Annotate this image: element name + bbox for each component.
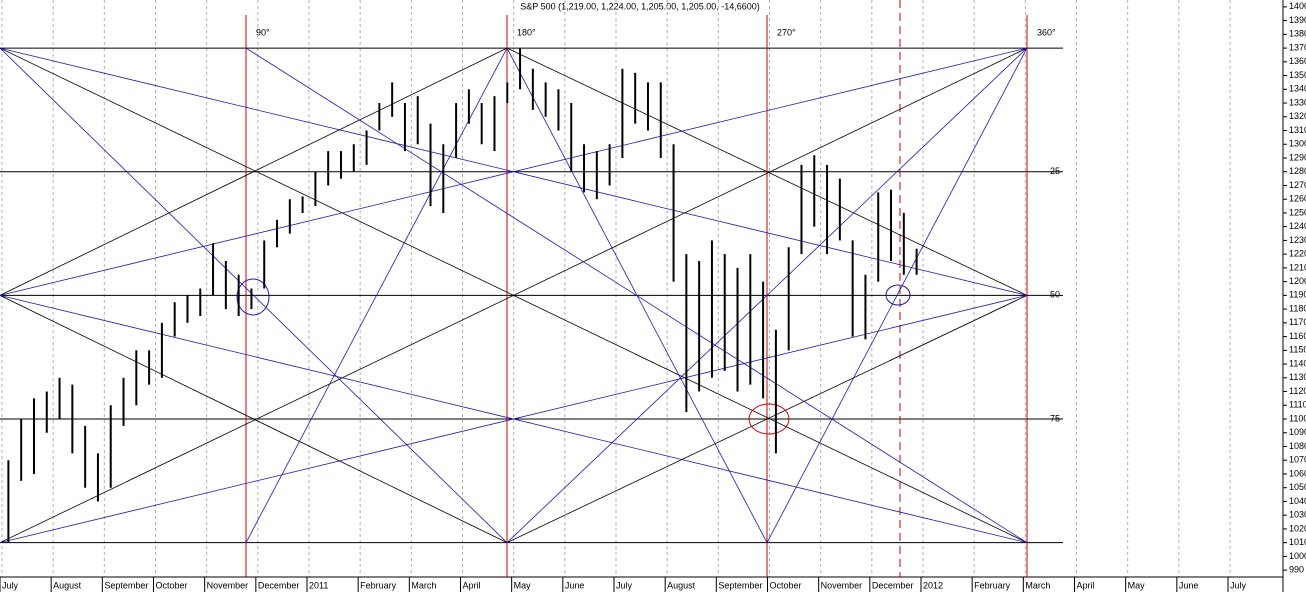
level-label: 50	[1050, 290, 1060, 300]
x-tick-label: July	[1230, 580, 1247, 590]
x-tick-label: August	[53, 580, 82, 590]
x-tick-label: March	[411, 580, 436, 590]
y-tick-label: 1190	[1289, 290, 1306, 300]
angle-label: 180°	[517, 27, 536, 37]
y-tick-label: 1230	[1289, 235, 1306, 245]
x-tick-label: October	[770, 580, 802, 590]
y-tick-label: 1270	[1289, 180, 1306, 190]
gann-line-black	[506, 47, 1028, 296]
x-tick-label: 2011	[309, 580, 328, 590]
y-tick-label: 1000	[1289, 551, 1306, 561]
y-tick-label: 1150	[1289, 345, 1306, 355]
gann-line-blue	[245, 47, 1028, 543]
marker-circle	[885, 284, 911, 306]
gann-line-blue	[506, 47, 1028, 543]
x-tick-label: April	[463, 580, 481, 590]
x-tick-label: September	[718, 580, 762, 590]
y-tick-label: 1380	[1289, 29, 1306, 39]
y-tick-label: 1300	[1289, 139, 1306, 149]
x-tick-label: November	[207, 580, 249, 590]
y-tick-label: 1070	[1289, 455, 1306, 465]
y-tick-label: 1220	[1289, 249, 1306, 259]
level-label: 75	[1050, 413, 1060, 423]
gann-line-blue	[766, 47, 1028, 543]
y-tick-label: 1320	[1289, 111, 1306, 121]
x-tick-label: March	[1025, 580, 1050, 590]
y-tick-label: 1340	[1289, 84, 1306, 94]
x-tick-label: May	[1128, 580, 1146, 590]
x-tick-label: May	[514, 580, 532, 590]
x-tick-label: February	[360, 580, 397, 590]
y-tick-label: 1240	[1289, 221, 1306, 231]
y-tick-label: 1060	[1289, 468, 1306, 478]
gann-line-black	[506, 295, 1028, 544]
x-tick-label: June	[565, 580, 585, 590]
marker-circle	[748, 403, 790, 435]
y-tick-label: 1170	[1289, 317, 1306, 327]
y-tick-label: 1350	[1289, 70, 1306, 80]
marker-circle	[236, 278, 270, 316]
x-tick-label: November	[821, 580, 863, 590]
level-label: 25	[1050, 166, 1060, 176]
gann-line-black	[0, 47, 508, 296]
y-tick-label: 1090	[1289, 427, 1306, 437]
y-tick-label: 1030	[1289, 510, 1306, 520]
x-tick-label: June	[1179, 580, 1199, 590]
y-tick-label: 1330	[1289, 97, 1306, 107]
y-tick-label: 1370	[1289, 42, 1306, 52]
x-tick-label: July	[2, 580, 19, 590]
y-tick-label: 1100	[1289, 413, 1306, 423]
gann-line-blue	[0, 294, 1028, 544]
y-tick-label: 1140	[1289, 358, 1306, 368]
gann-line-blue	[0, 47, 1028, 296]
angle-label: 90°	[256, 27, 270, 37]
y-tick-label: 1110	[1289, 400, 1306, 410]
x-tick-label: October	[156, 580, 188, 590]
angle-label: 360°	[1037, 27, 1056, 37]
gann-line-black	[0, 295, 508, 544]
y-tick-label: 1040	[1289, 496, 1306, 506]
gann-line-blue	[245, 47, 508, 543]
x-tick-label: August	[667, 580, 696, 590]
y-tick-label: 1020	[1289, 523, 1306, 533]
x-tick-label: September	[104, 580, 148, 590]
x-tick-label: July	[616, 580, 633, 590]
y-tick-label: 1180	[1289, 303, 1306, 313]
y-tick-label: 1290	[1289, 152, 1306, 162]
y-tick-label: 1120	[1289, 386, 1306, 396]
x-tick-label: February	[974, 580, 1011, 590]
y-tick-label: 1050	[1289, 482, 1306, 492]
gann-line-black	[0, 47, 1028, 544]
x-tick-label: December	[258, 580, 300, 590]
y-tick-label: 1160	[1289, 331, 1306, 341]
y-tick-label: 1250	[1289, 207, 1306, 217]
y-tick-label: 990	[1289, 565, 1304, 575]
x-tick-label: April	[1077, 580, 1095, 590]
y-tick-label: 1200	[1289, 276, 1306, 286]
y-tick-label: 1360	[1289, 56, 1306, 66]
y-tick-label: 1400	[1289, 1, 1306, 11]
x-tick-label: December	[872, 580, 914, 590]
x-tick-label: 2012	[923, 580, 943, 590]
y-tick-label: 1130	[1289, 372, 1306, 382]
y-tick-label: 1080	[1289, 441, 1306, 451]
y-tick-label: 1390	[1289, 15, 1306, 25]
y-tick-label: 1280	[1289, 166, 1306, 176]
y-tick-label: 1260	[1289, 194, 1306, 204]
angle-label: 270°	[777, 27, 796, 37]
chart-title: S&P 500 (1,219.00, 1,224.00, 1,205.00, 1…	[520, 1, 760, 11]
gann-line-blue	[0, 47, 508, 543]
y-tick-label: 1210	[1289, 262, 1306, 272]
y-tick-label: 1310	[1289, 125, 1306, 135]
y-tick-label: 1010	[1289, 537, 1306, 547]
